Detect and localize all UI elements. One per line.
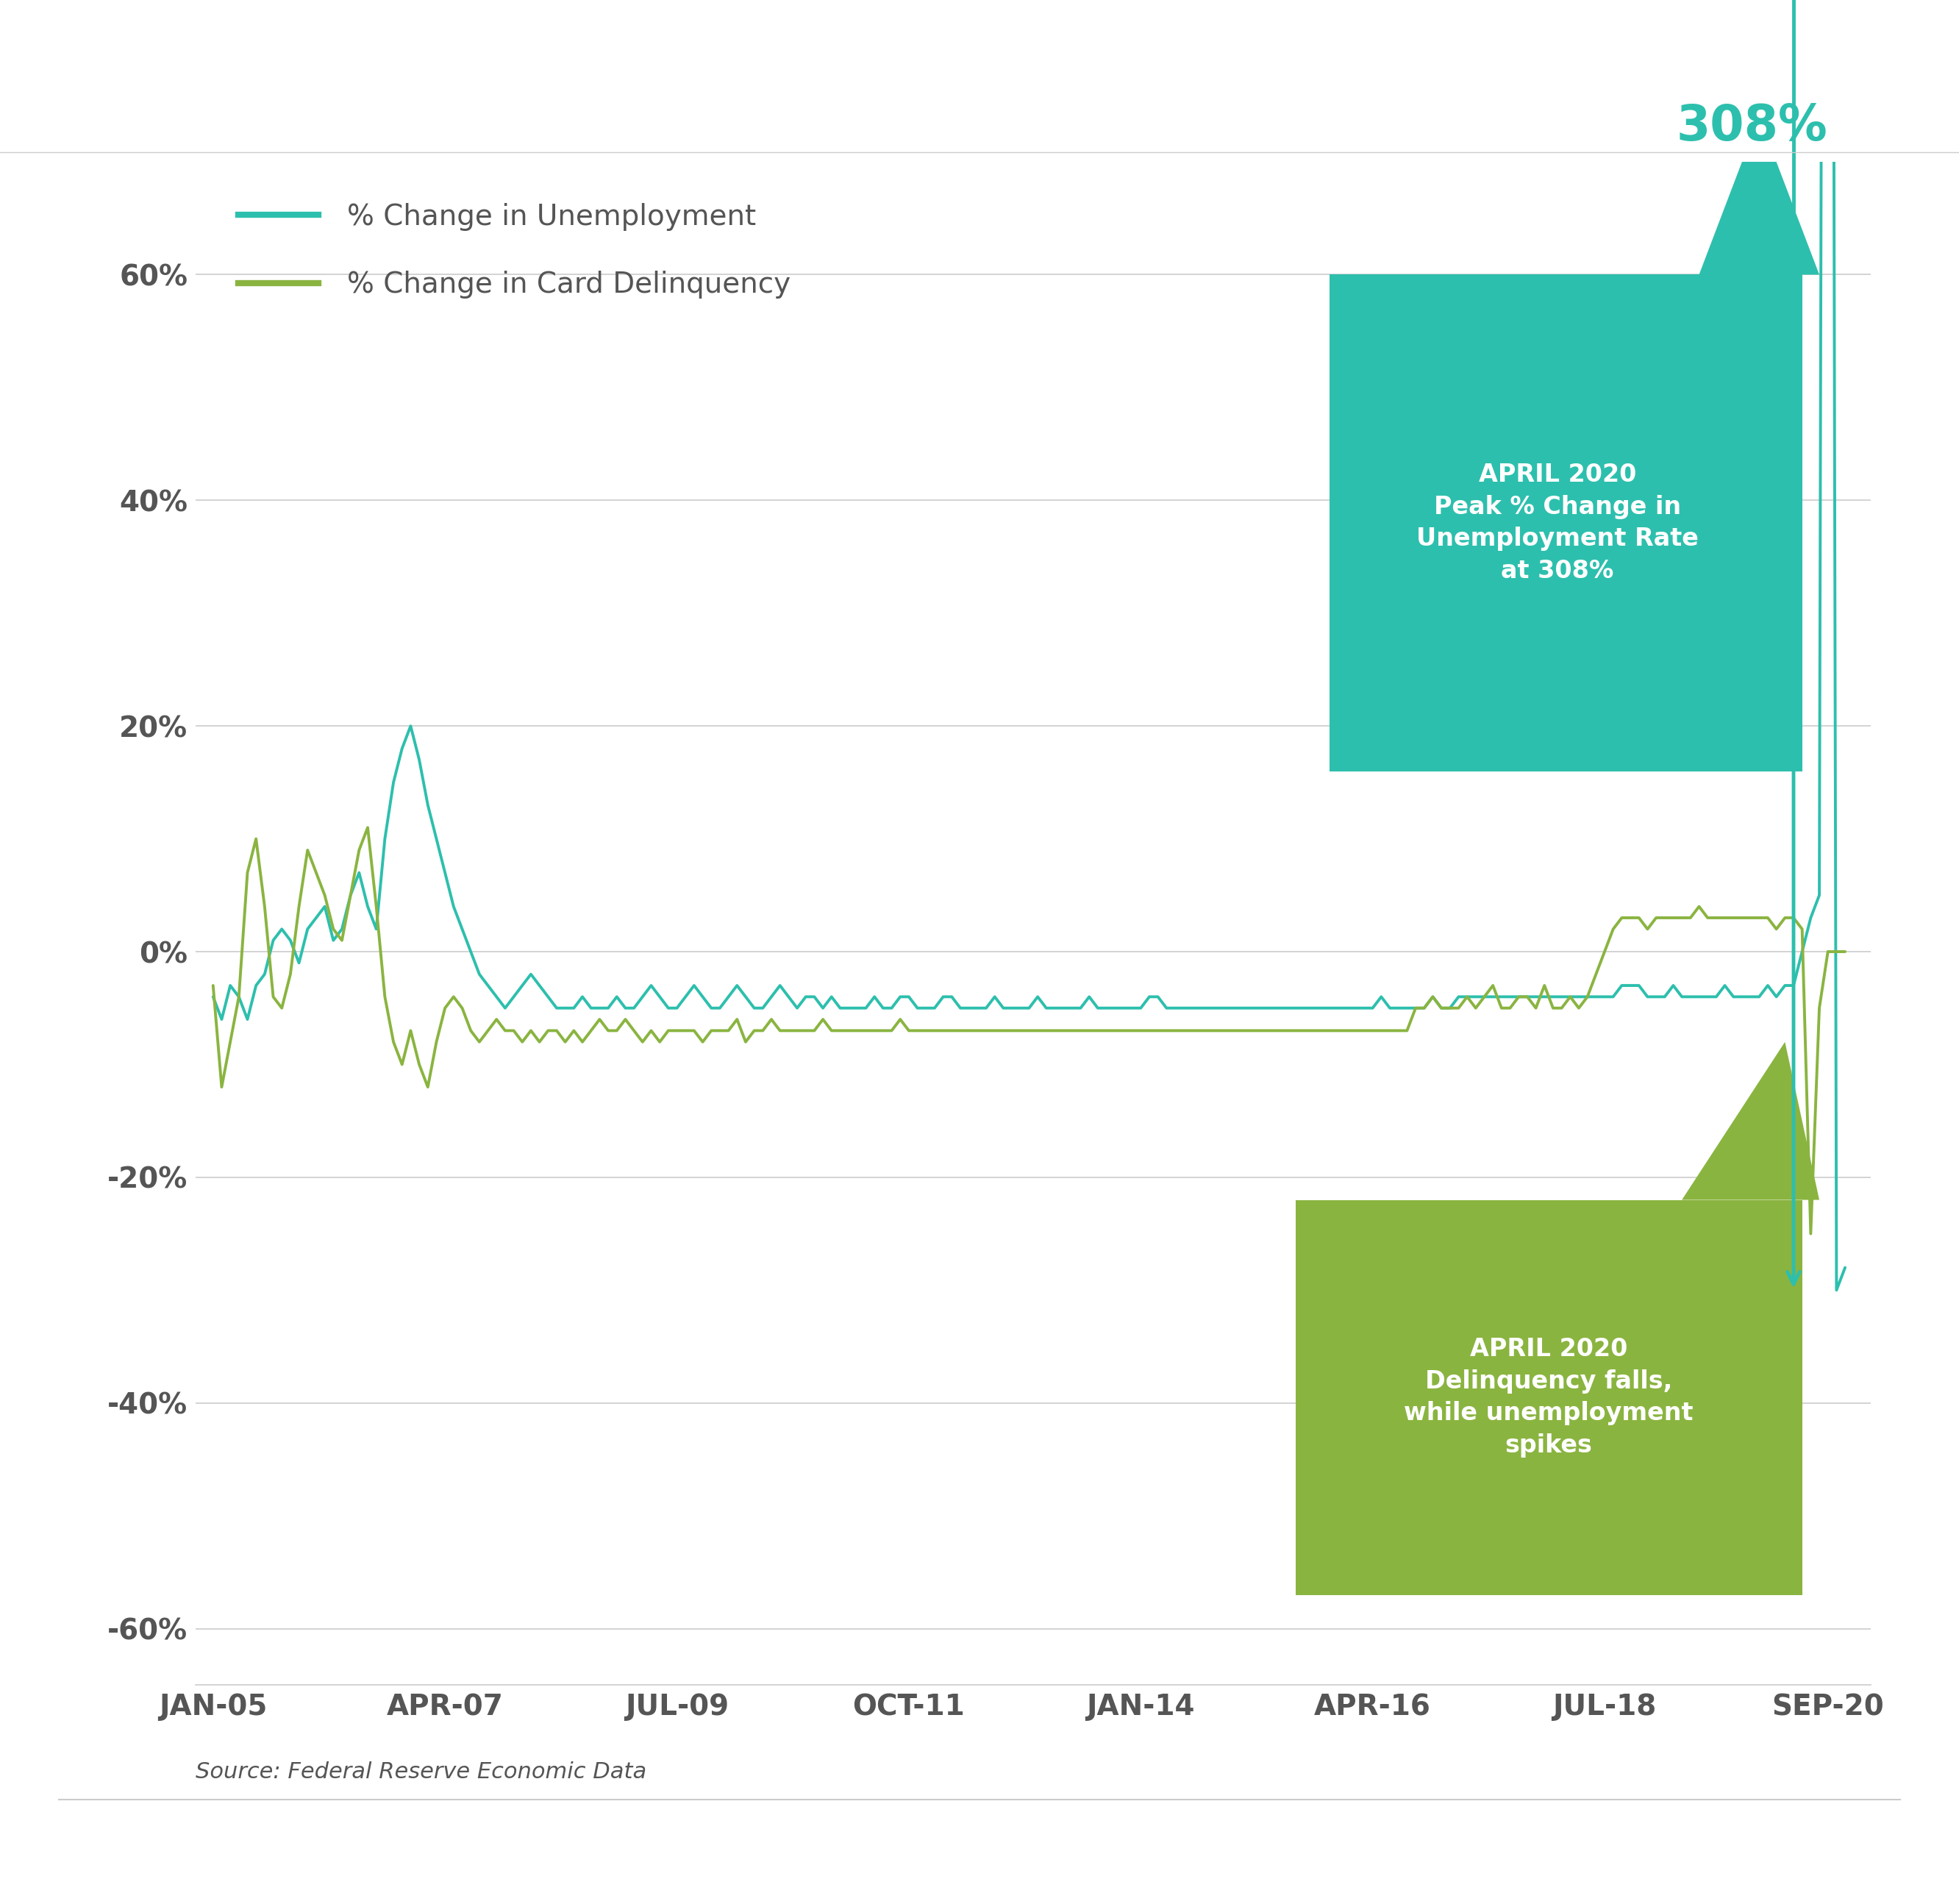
FancyBboxPatch shape bbox=[1295, 1200, 1802, 1596]
FancyBboxPatch shape bbox=[1330, 274, 1802, 771]
Polygon shape bbox=[1683, 1041, 1820, 1200]
Text: APRIL 2020
Delinquency falls,
while unemployment
spikes: APRIL 2020 Delinquency falls, while unem… bbox=[1405, 1337, 1693, 1457]
Text: APRIL 2020
Peak % Change in
Unemployment Rate
at 308%: APRIL 2020 Peak % Change in Unemployment… bbox=[1416, 463, 1698, 583]
Text: 308%: 308% bbox=[1677, 103, 1828, 150]
Polygon shape bbox=[1698, 116, 1820, 274]
Text: Source: Federal Reserve Economic Data: Source: Federal Reserve Economic Data bbox=[196, 1761, 646, 1782]
Text: % CHANGE: UNEMPLOYMENT VS. CARD DELINQUENCY: % CHANGE: UNEMPLOYMENT VS. CARD DELINQUE… bbox=[49, 48, 1714, 101]
Legend: % Change in Unemployment, % Change in Card Delinquency: % Change in Unemployment, % Change in Ca… bbox=[227, 192, 801, 310]
